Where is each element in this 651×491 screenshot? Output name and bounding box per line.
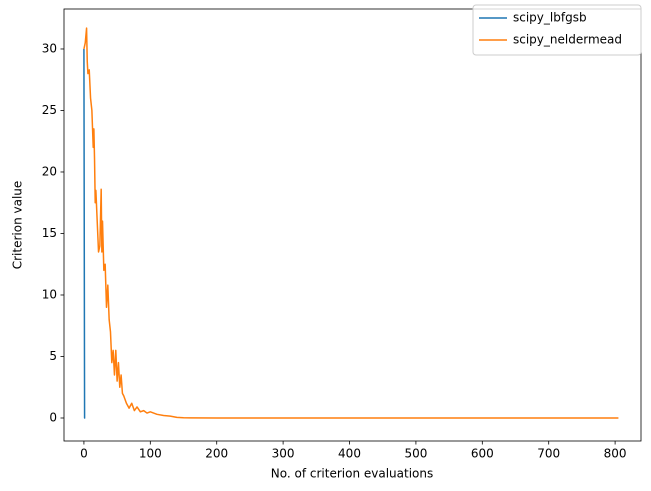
x-tick-label: 300: [272, 447, 295, 461]
x-tick-label: 700: [537, 447, 560, 461]
y-axis-label: Criterion value: [11, 181, 25, 270]
x-tick-label: 100: [139, 447, 162, 461]
y-tick-label: 25: [42, 103, 57, 117]
x-tick-label: 500: [404, 447, 427, 461]
x-axis-label: No. of criterion evaluations: [271, 467, 433, 481]
series-line: [83, 48, 86, 419]
y-tick-label: 15: [42, 226, 57, 240]
y-tick-label: 0: [49, 410, 57, 424]
x-tick-label: 600: [471, 447, 494, 461]
series-line: [83, 27, 619, 419]
legend-box: [472, 4, 642, 56]
x-tick-label: 800: [604, 447, 627, 461]
y-tick-label: 30: [42, 41, 57, 55]
axes-frame: [63, 8, 642, 442]
x-tick-label: 0: [80, 447, 88, 461]
x-tick-label: 200: [205, 447, 228, 461]
legend-label: scipy_neldermead: [513, 33, 622, 47]
y-tick-label: 10: [42, 287, 57, 301]
y-tick-label: 5: [49, 349, 57, 363]
y-tick-label: 20: [42, 164, 57, 178]
plot-area: [83, 27, 619, 419]
x-tick-label: 400: [338, 447, 361, 461]
legend-label: scipy_lbfgsb: [513, 11, 587, 25]
